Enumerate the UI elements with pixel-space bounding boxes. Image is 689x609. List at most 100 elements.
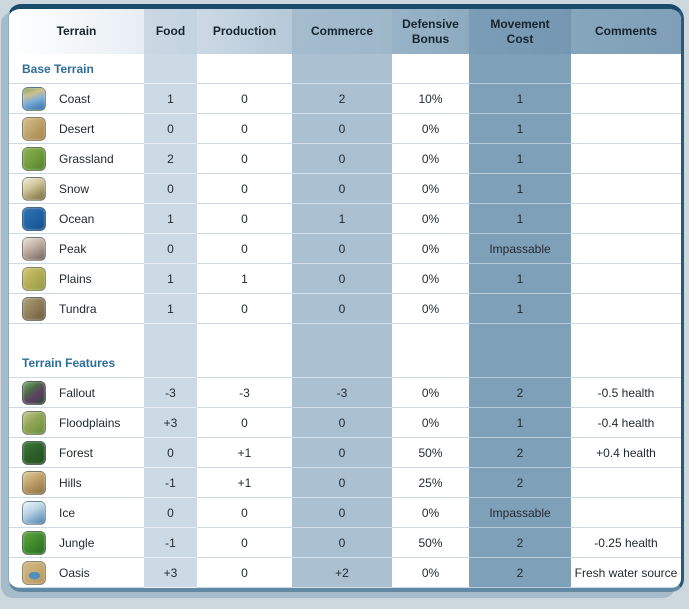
table-row-forest: Forest 0 +1 0 50% 2 +0.4 health [9, 438, 681, 468]
coast-terrain-icon [22, 86, 46, 111]
terrain-name: Peak [59, 241, 87, 256]
comments-cell: Fresh water source [571, 558, 681, 588]
snow-terrain-icon [22, 176, 46, 201]
movement-cell: 2 [469, 378, 571, 408]
food-cell: -3 [144, 378, 197, 408]
column-header-defensive-bonus: Defensive Bonus [392, 9, 469, 54]
comments-cell: -0.4 health [571, 408, 681, 438]
movement-cell: 1 [469, 294, 571, 324]
terrain-cell: Forest [9, 438, 144, 468]
table-row-peak: Peak 0 0 0 0% Impassable [9, 234, 681, 264]
food-cell: +3 [144, 558, 197, 588]
defensive-spacer-cell [392, 54, 469, 84]
terrain-name: Jungle [59, 535, 95, 550]
defensive-cell: 10% [392, 84, 469, 114]
commerce-cell: +2 [292, 558, 392, 588]
defensive-cell: 0% [392, 144, 469, 174]
table-row-grassland: Grassland 2 0 0 0% 1 [9, 144, 681, 174]
column-header-food: Food [144, 9, 197, 54]
terrain-cell: Coast [9, 84, 144, 114]
commerce-spacer-cell [292, 324, 392, 378]
forest-terrain-icon [22, 440, 46, 465]
movement-cell: Impassable [469, 498, 571, 528]
production-cell: 0 [197, 144, 292, 174]
table-row-fallout: Fallout -3 -3 -3 0% 2 -0.5 health [9, 378, 681, 408]
terrain-cell: Desert [9, 114, 144, 144]
production-cell: 1 [197, 264, 292, 294]
comments-spacer-cell [571, 54, 681, 84]
defensive-cell: 0% [392, 498, 469, 528]
movement-cell: 2 [469, 468, 571, 498]
defensive-cell: 50% [392, 528, 469, 558]
floodplains-terrain-icon [22, 410, 46, 435]
hills-terrain-icon [22, 470, 46, 495]
movement-cell: 1 [469, 264, 571, 294]
movement-cell: 2 [469, 528, 571, 558]
terrain-cell: Ice [9, 498, 144, 528]
table-row-tundra: Tundra 1 0 0 0% 1 [9, 294, 681, 324]
production-cell: +1 [197, 468, 292, 498]
commerce-cell: 0 [292, 294, 392, 324]
section-heading: Base Terrain [9, 54, 144, 84]
comments-cell [571, 294, 681, 324]
defensive-cell: 50% [392, 438, 469, 468]
table-header-row: Terrain Food Production Commerce Defensi… [9, 9, 681, 54]
movement-cell: 2 [469, 558, 571, 588]
plains-terrain-icon [22, 266, 46, 291]
production-cell: -3 [197, 378, 292, 408]
comments-cell [571, 204, 681, 234]
production-cell: 0 [197, 204, 292, 234]
defensive-cell: 0% [392, 264, 469, 294]
defensive-spacer-cell [392, 324, 469, 378]
defensive-cell: 0% [392, 408, 469, 438]
comments-cell: -0.5 health [571, 378, 681, 408]
movement-cell: 1 [469, 114, 571, 144]
section-row: Base Terrain [9, 54, 681, 84]
food-cell: 0 [144, 438, 197, 468]
terrain-cell: Oasis [9, 558, 144, 588]
table-row-desert: Desert 0 0 0 0% 1 [9, 114, 681, 144]
commerce-cell: 0 [292, 498, 392, 528]
terrain-cell: Tundra [9, 294, 144, 324]
column-header-production: Production [197, 9, 292, 54]
food-spacer-cell [144, 324, 197, 378]
commerce-cell: 0 [292, 174, 392, 204]
section-heading-label: Terrain Features [22, 356, 116, 370]
terrain-cell: Grassland [9, 144, 144, 174]
movement-cell: 1 [469, 144, 571, 174]
food-cell: 1 [144, 264, 197, 294]
food-cell: 0 [144, 114, 197, 144]
terrain-cell: Jungle [9, 528, 144, 558]
production-cell: 0 [197, 174, 292, 204]
table-row-ice: Ice 0 0 0 0% Impassable [9, 498, 681, 528]
section-heading: Terrain Features [9, 324, 144, 378]
terrain-name: Coast [59, 91, 91, 106]
ice-terrain-icon [22, 500, 46, 525]
comments-cell [571, 84, 681, 114]
comments-cell [571, 234, 681, 264]
production-cell: +1 [197, 438, 292, 468]
desert-terrain-icon [22, 116, 46, 141]
terrain-cell: Peak [9, 234, 144, 264]
terrain-name: Hills [59, 475, 82, 490]
table-row-floodplains: Floodplains +3 0 0 0% 1 -0.4 health [9, 408, 681, 438]
terrain-name: Tundra [59, 301, 97, 316]
defensive-cell: 0% [392, 174, 469, 204]
section-row: Terrain Features [9, 324, 681, 378]
fallout-terrain-icon [22, 380, 46, 405]
table-row-jungle: Jungle -1 0 0 50% 2 -0.25 health [9, 528, 681, 558]
terrain-name: Grassland [59, 151, 114, 166]
commerce-cell: 0 [292, 234, 392, 264]
production-cell: 0 [197, 234, 292, 264]
terrain-cell: Hills [9, 468, 144, 498]
commerce-cell: 1 [292, 204, 392, 234]
terrain-cell: Snow [9, 174, 144, 204]
jungle-terrain-icon [22, 530, 46, 555]
terrain-name: Oasis [59, 565, 90, 580]
commerce-spacer-cell [292, 54, 392, 84]
food-cell: 1 [144, 204, 197, 234]
table-body: Base Terrain Coast 1 0 2 10% 1 Desert 0 0 0 0% 1 Gras… [9, 54, 681, 588]
movement-cell: 1 [469, 204, 571, 234]
comments-spacer-cell [571, 324, 681, 378]
production-cell: 0 [197, 408, 292, 438]
